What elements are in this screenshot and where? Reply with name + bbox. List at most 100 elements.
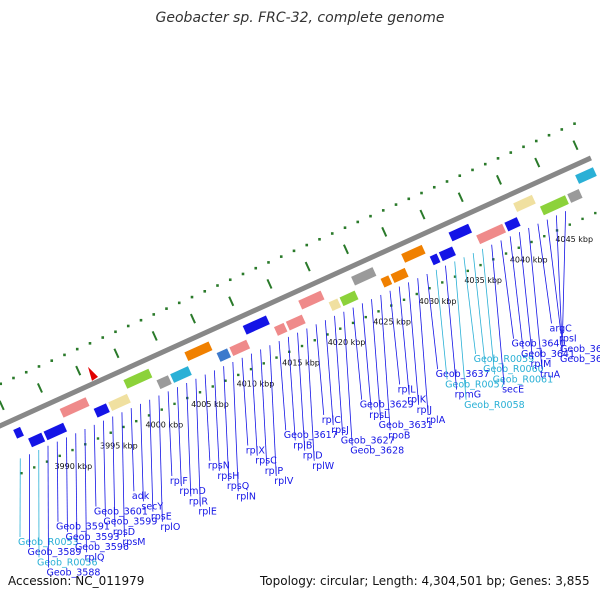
inner-dot (109, 431, 112, 434)
gene-leader-line (149, 399, 154, 512)
outer-dot (267, 261, 270, 264)
gene-label: rplC (322, 415, 342, 426)
inner-dot (543, 234, 546, 238)
gene-label: Geob_3629 (360, 400, 414, 411)
gene-feature (42, 422, 68, 441)
gene-feature (574, 166, 598, 185)
tick-mark (572, 140, 579, 151)
gene-feature (215, 347, 232, 363)
gene-label: rplD (303, 451, 323, 462)
outer-dot (254, 266, 258, 270)
gene-label: rplP (265, 466, 284, 477)
gene-leader-line (343, 311, 353, 446)
tick-mark (419, 209, 426, 220)
gene-leader-line (103, 420, 106, 517)
gene-leader-line (306, 328, 315, 461)
gene-leader-line (241, 357, 249, 446)
gene-label: Geob_3640 (512, 339, 566, 350)
outer-dot (24, 370, 28, 374)
gene-label: rplN (236, 491, 256, 502)
tick-mark (0, 400, 5, 411)
outer-dot (50, 359, 54, 362)
gene-label: Geob_3648 (560, 354, 600, 365)
gene-feature (389, 267, 410, 284)
gene-label: rplJ (417, 405, 432, 416)
outer-dot (445, 180, 449, 183)
outer-dot (152, 313, 156, 316)
gene-label: rpsE (151, 512, 172, 523)
gene-label: rpsI (559, 334, 577, 345)
outer-dot (292, 249, 296, 253)
gene-label: rplW (312, 461, 335, 472)
gene-leader-line (112, 416, 116, 527)
gene-leader-line (75, 433, 78, 543)
gene-label: rpsL (369, 410, 390, 421)
gene-leader-line (93, 424, 97, 507)
gene-leader-line (204, 374, 211, 461)
inner-dot (300, 344, 304, 348)
gene-leader-line (278, 341, 287, 431)
outer-dot (88, 342, 92, 345)
gene-label: Geob_3641 (521, 349, 575, 360)
inner-dot (428, 287, 431, 290)
inner-dot (71, 448, 74, 452)
inner-dot (594, 211, 597, 215)
gene-leader-line (454, 261, 467, 400)
inner-dot (313, 339, 316, 342)
inner-dot (364, 315, 367, 319)
gene-feature (183, 340, 214, 362)
origin-marker (88, 366, 99, 381)
gene-leader-line (56, 441, 59, 522)
gene-label: Geob_3601 (94, 506, 148, 517)
gene-label: Geob_3627 (341, 435, 395, 446)
inner-dot (58, 454, 61, 458)
gene-leader-line (491, 244, 505, 385)
gene-feature (447, 223, 473, 242)
gene-feature (297, 290, 326, 311)
gene-feature (122, 368, 154, 390)
kbp-tick-label: 4020 kbp (328, 338, 366, 347)
outer-dot (37, 365, 41, 368)
gene-leader-line (445, 265, 458, 390)
outer-dot (318, 237, 321, 241)
gene-label: rplQ (84, 552, 104, 563)
inner-dot (351, 321, 355, 325)
gene-feature (539, 194, 570, 216)
gene-label: Geob_R0061 (493, 374, 554, 385)
outer-dot (407, 197, 411, 201)
gene-label: secE (502, 385, 524, 396)
gene-leader-line (398, 286, 410, 395)
gene-leader-line (371, 299, 382, 421)
kbp-tick-label: 4005 kbp (191, 400, 229, 409)
gene-leader-line (561, 211, 567, 355)
kbp-tick-label: 4010 kbp (237, 379, 275, 388)
gene-feature (242, 314, 271, 336)
gene-label: Geob_3631 (379, 420, 433, 431)
gene-label: rplX (246, 445, 266, 456)
kbp-tick-label: 4045 kbp (555, 235, 593, 244)
outer-dot (534, 139, 538, 143)
inner-dot (326, 333, 329, 336)
tick-mark (228, 296, 235, 307)
gene-leader-line (260, 349, 268, 466)
inner-dot (224, 379, 227, 382)
gene-leader-line (352, 307, 363, 400)
inner-dot (568, 223, 571, 226)
gene-label: rplV (274, 476, 294, 487)
gene-label: rplL (398, 384, 417, 395)
outer-dot (458, 174, 462, 177)
inner-dot (504, 252, 508, 255)
gene-feature (58, 396, 91, 419)
gene-leader-line (315, 324, 325, 415)
inner-dot (466, 269, 469, 273)
outer-dot (114, 330, 117, 334)
gene-feature (12, 426, 25, 440)
kbp-tick-label: 4015 kbp (282, 359, 320, 368)
outer-dot (216, 284, 219, 287)
gene-feature (92, 402, 111, 419)
gene-label: Geob_3647 (560, 344, 600, 355)
gene-feature (438, 245, 457, 262)
gene-feature (107, 393, 132, 412)
tick-mark (304, 261, 311, 272)
